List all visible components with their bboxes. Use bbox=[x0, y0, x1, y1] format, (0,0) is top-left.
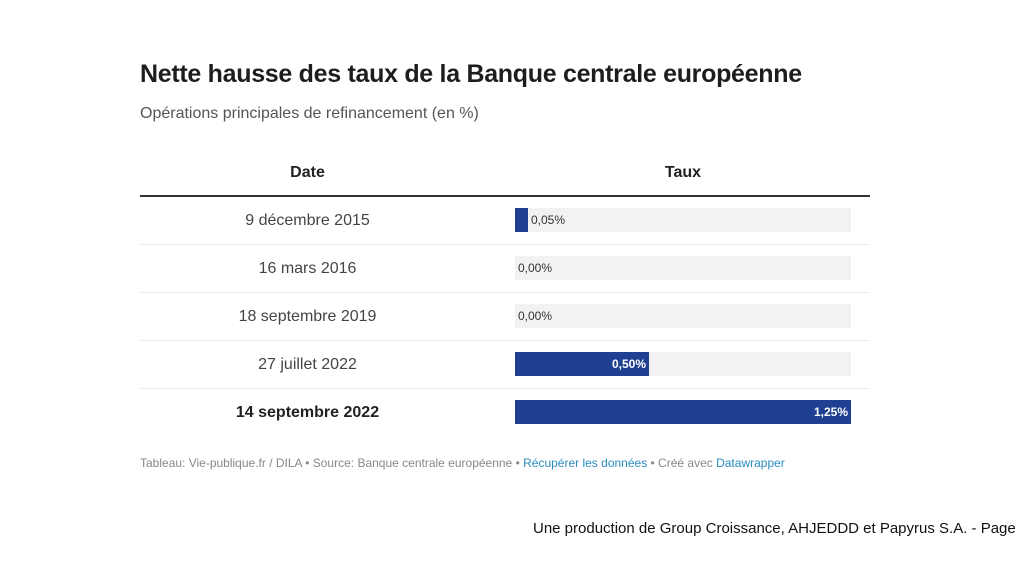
bar bbox=[515, 208, 528, 232]
table-body: 9 décembre 2015 0,05% 16 mars 2016 0,00% 18 … bbox=[140, 197, 870, 436]
bar bbox=[515, 400, 851, 424]
date-cell: 16 mars 2016 bbox=[258, 260, 357, 277]
bar-track: 0,50% bbox=[515, 352, 851, 376]
column-header-date: Date bbox=[290, 164, 325, 181]
bar-track: 0,00% bbox=[515, 304, 851, 328]
datawrapper-link[interactable]: Datawrapper bbox=[716, 456, 785, 470]
footer-created-with: • Créé avec bbox=[647, 456, 717, 470]
bar-track: 1,25% bbox=[515, 400, 851, 424]
table-row: 14 septembre 2022 1,25% bbox=[140, 389, 870, 436]
table-row: 18 septembre 2019 0,00% bbox=[140, 293, 870, 341]
bar-value-label: 0,05% bbox=[531, 213, 566, 227]
chart-title: Nette hausse des taux de la Banque centr… bbox=[140, 60, 802, 88]
chart-subtitle: Opérations principales de refinancement … bbox=[140, 105, 479, 122]
chart-footer: Tableau: Vie-publique.fr / DILA • Source… bbox=[140, 456, 785, 470]
date-cell: 18 septembre 2019 bbox=[238, 308, 377, 325]
column-header-taux: Taux bbox=[664, 164, 702, 181]
bar-value-label: 1,25% bbox=[813, 405, 848, 419]
table-header: Date Taux bbox=[140, 155, 870, 197]
bar-track: 0,05% bbox=[515, 208, 851, 232]
rates-table: Date Taux 9 décembre 2015 0,05% 16 mars 20… bbox=[140, 155, 870, 436]
table-row: 27 juillet 2022 0,50% bbox=[140, 341, 870, 389]
get-data-link[interactable]: Récupérer les données bbox=[523, 456, 648, 470]
date-cell: 14 septembre 2022 bbox=[235, 404, 380, 421]
bar-value-label: 0,00% bbox=[518, 261, 553, 275]
date-cell: 27 juillet 2022 bbox=[258, 356, 357, 373]
table-row: 9 décembre 2015 0,05% bbox=[140, 197, 870, 245]
date-cell: 9 décembre 2015 bbox=[245, 212, 370, 229]
table-row: 16 mars 2016 0,00% bbox=[140, 245, 870, 293]
bar bbox=[515, 352, 649, 376]
bar-value-label: 0,00% bbox=[518, 309, 553, 323]
footer-source: Tableau: Vie-publique.fr / DILA • Source… bbox=[140, 456, 524, 470]
bar-track: 0,00% bbox=[515, 256, 851, 280]
production-credit: Une production de Group Croissance, AHJE… bbox=[533, 520, 1016, 537]
bar-value-label: 0,50% bbox=[611, 357, 646, 371]
